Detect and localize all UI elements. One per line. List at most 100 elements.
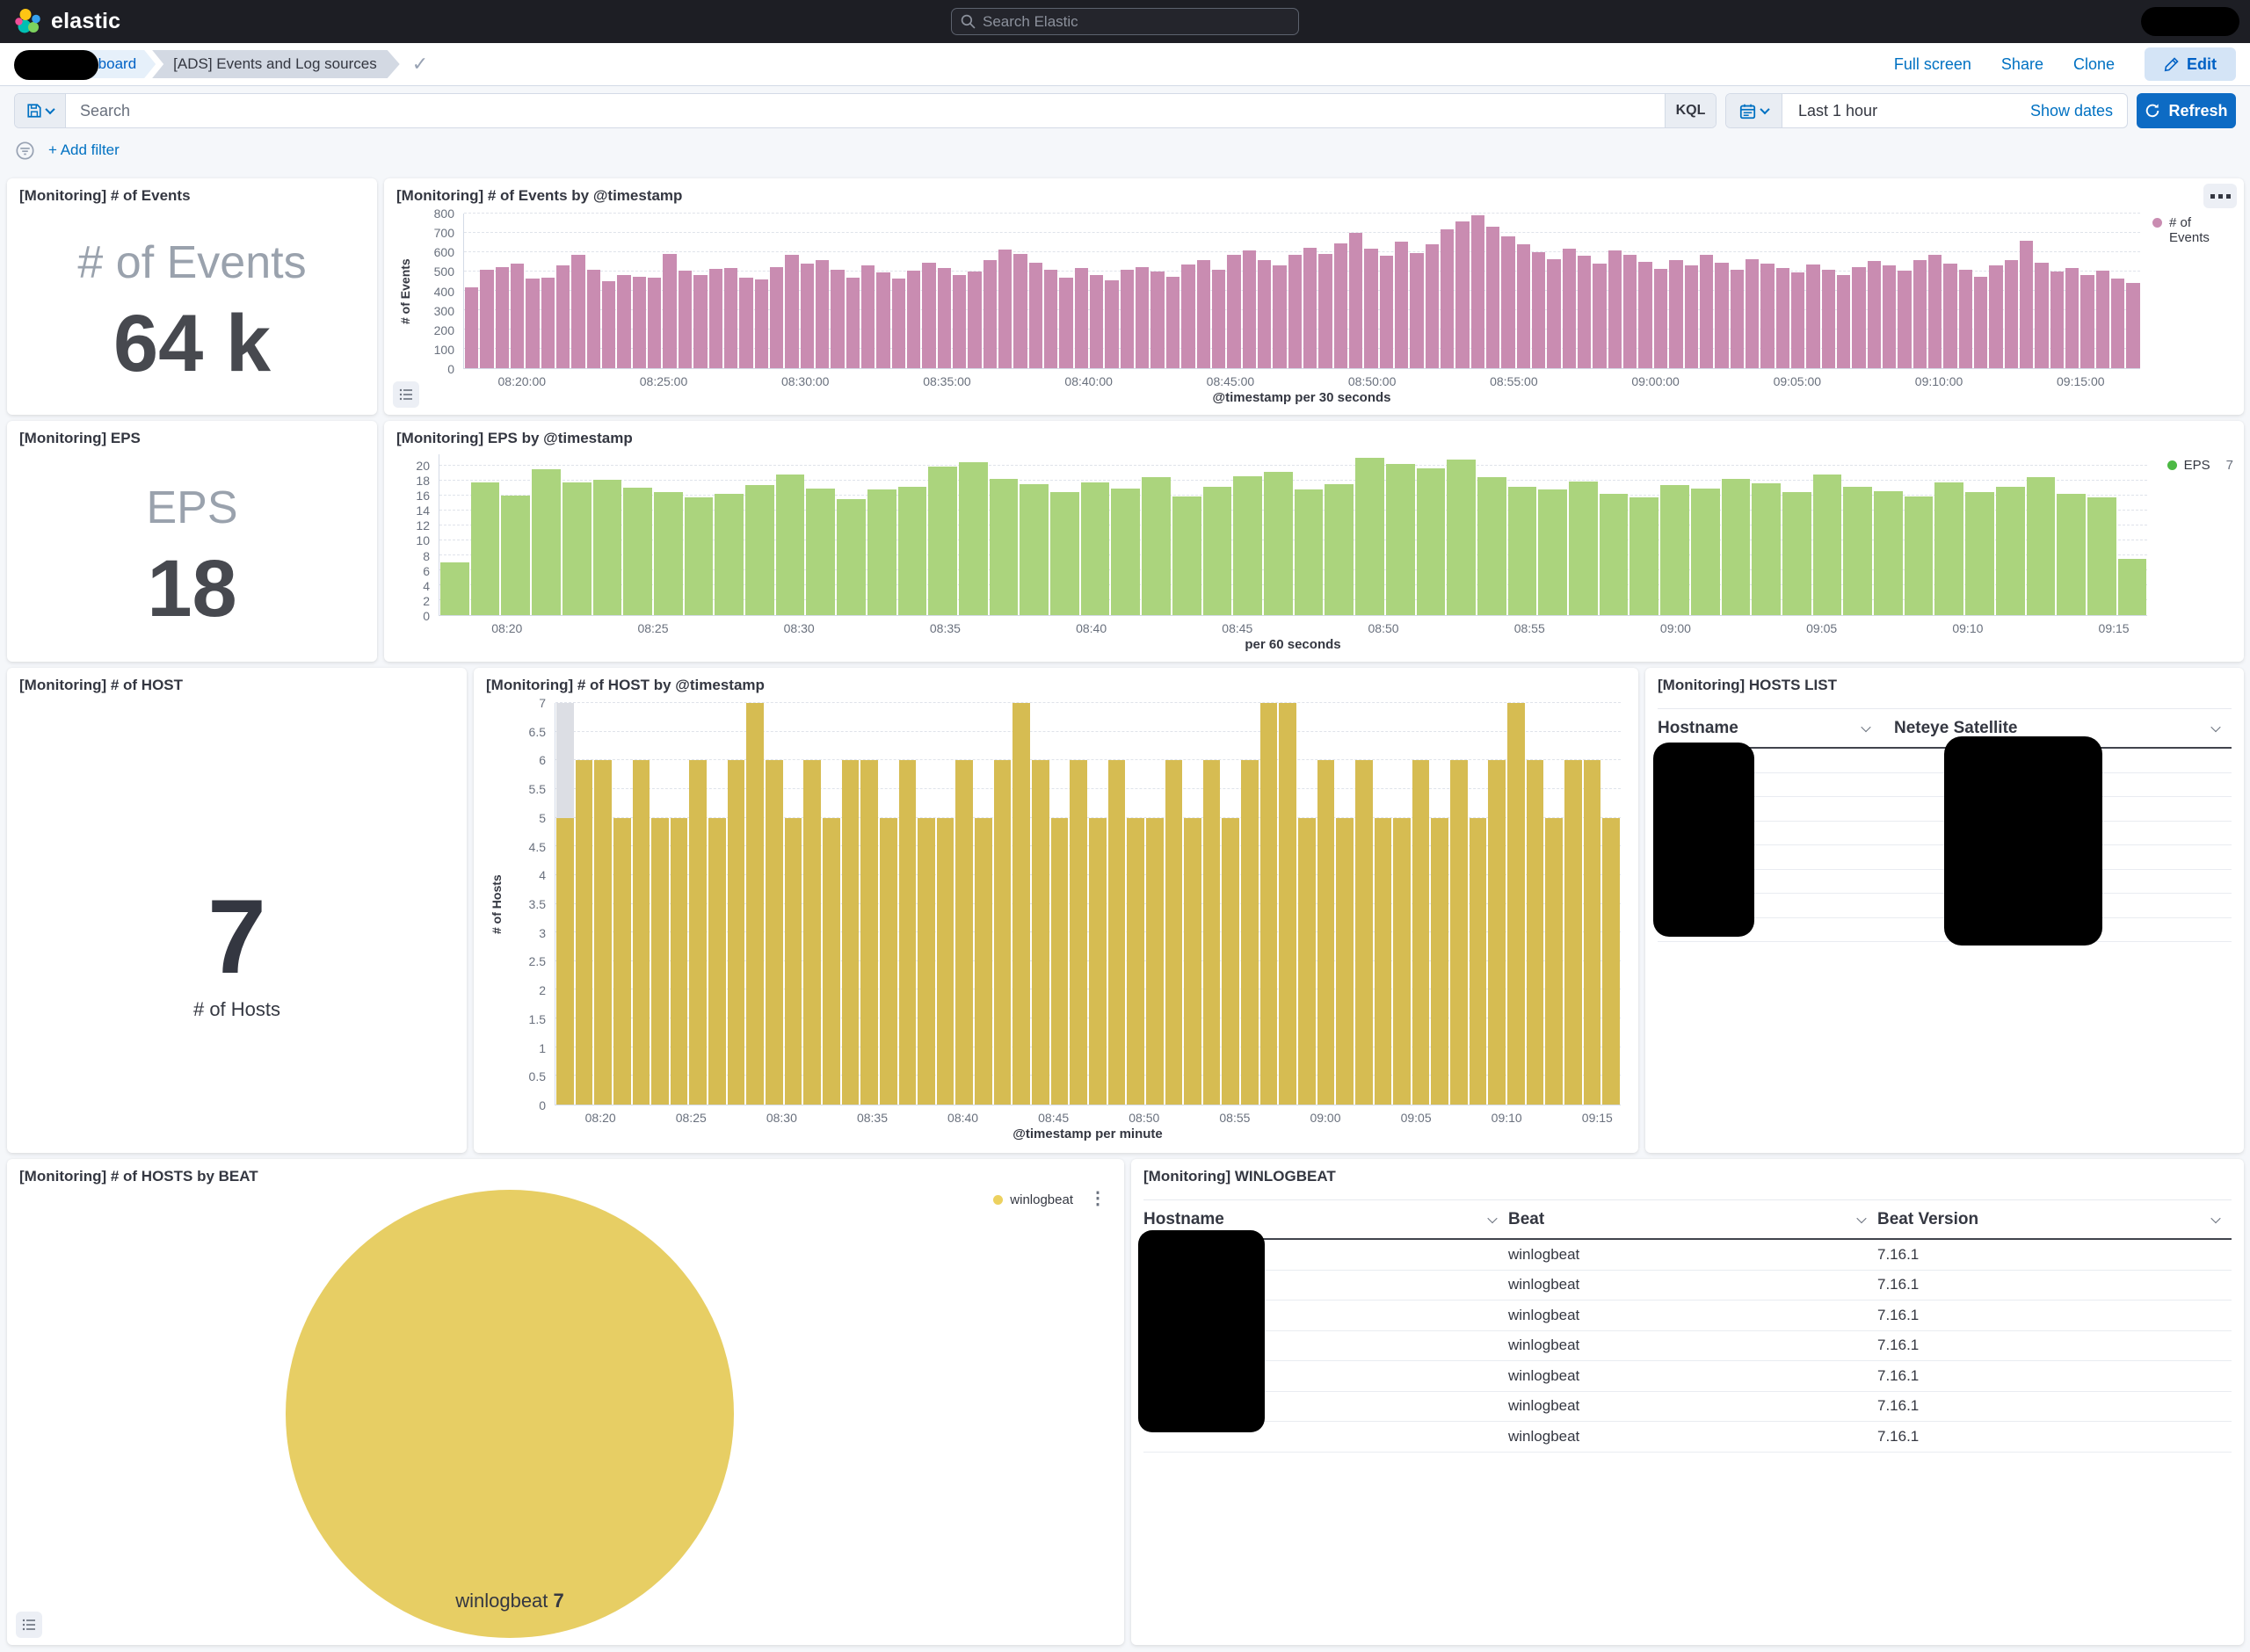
bar[interactable] xyxy=(693,275,708,368)
bar[interactable] xyxy=(739,277,753,368)
bar-chart-plot[interactable] xyxy=(555,702,1621,1105)
bar[interactable] xyxy=(1263,471,1293,615)
bar[interactable] xyxy=(1507,703,1525,1105)
bar[interactable] xyxy=(1934,482,1964,615)
bar[interactable] xyxy=(2035,263,2049,368)
bar[interactable] xyxy=(906,270,921,368)
bar[interactable] xyxy=(975,817,992,1105)
bar[interactable] xyxy=(775,474,805,615)
bar[interactable] xyxy=(653,491,683,615)
bar[interactable] xyxy=(684,496,714,615)
bar[interactable] xyxy=(1507,486,1537,615)
bar[interactable] xyxy=(1013,254,1027,368)
bar[interactable] xyxy=(440,562,469,615)
bar[interactable] xyxy=(1172,496,1201,615)
bar[interactable] xyxy=(1127,817,1144,1105)
bar[interactable] xyxy=(1222,817,1240,1105)
add-filter-button[interactable]: + Add filter xyxy=(48,141,120,158)
bar[interactable] xyxy=(1730,269,1744,368)
bar[interactable] xyxy=(592,479,622,615)
panel-title[interactable]: [Monitoring] EPS xyxy=(19,430,141,446)
panel-title[interactable]: [Monitoring] # of Events by @timestamp xyxy=(396,187,683,204)
bar[interactable] xyxy=(1843,486,1873,615)
bar[interactable] xyxy=(1050,817,1069,1105)
bar[interactable] xyxy=(1989,265,2003,368)
global-search-input[interactable]: Search Elastic xyxy=(951,8,1299,35)
bar[interactable] xyxy=(501,495,531,615)
bar[interactable] xyxy=(937,267,951,368)
bar[interactable] xyxy=(1050,492,1079,615)
bar[interactable] xyxy=(2057,494,2086,615)
bar[interactable] xyxy=(617,275,631,368)
bar[interactable] xyxy=(1165,276,1180,368)
bar[interactable] xyxy=(1242,250,1256,368)
bar[interactable] xyxy=(1593,264,1607,368)
bar[interactable] xyxy=(1623,255,1637,368)
bar[interactable] xyxy=(955,760,974,1105)
bar[interactable] xyxy=(1715,263,1729,368)
bar[interactable] xyxy=(594,760,612,1105)
bar[interactable] xyxy=(541,277,555,368)
bar[interactable] xyxy=(1564,760,1582,1105)
bar[interactable] xyxy=(993,760,1012,1105)
bar[interactable] xyxy=(1745,258,1760,368)
bar[interactable] xyxy=(1202,486,1232,615)
show-dates-button[interactable]: Show dates xyxy=(2029,101,2113,120)
query-search-input[interactable]: Search xyxy=(66,94,1665,127)
bar[interactable] xyxy=(727,760,745,1105)
legend-options-icon[interactable]: ⋮ xyxy=(1089,1189,1107,1208)
bar[interactable] xyxy=(526,278,540,368)
chart-legend[interactable]: winlogbeat ⋮ xyxy=(993,1189,1107,1208)
bar[interactable] xyxy=(1410,253,1424,368)
bar[interactable] xyxy=(1241,760,1259,1105)
bar[interactable] xyxy=(1279,703,1296,1105)
bar[interactable] xyxy=(556,265,570,368)
bar[interactable] xyxy=(846,277,860,368)
full-screen-button[interactable]: Full screen xyxy=(1893,54,1971,73)
bar[interactable] xyxy=(1447,459,1476,615)
bar[interactable] xyxy=(1165,760,1183,1105)
bar[interactable] xyxy=(1488,760,1506,1105)
bar[interactable] xyxy=(1379,256,1393,368)
bar[interactable] xyxy=(897,486,927,615)
bar[interactable] xyxy=(1904,496,1934,615)
bar[interactable] xyxy=(1303,247,1317,368)
bar[interactable] xyxy=(1790,272,1805,368)
bar[interactable] xyxy=(1455,221,1470,368)
column-header-beat-version[interactable]: Beat Version xyxy=(1877,1210,2232,1229)
bar[interactable] xyxy=(2080,275,2094,368)
bar[interactable] xyxy=(860,265,875,368)
bar[interactable] xyxy=(1080,482,1110,615)
bar[interactable] xyxy=(1958,269,1973,368)
bar[interactable] xyxy=(2095,270,2110,368)
bar[interactable] xyxy=(1336,817,1354,1105)
panel-title[interactable]: [Monitoring] # of HOST xyxy=(19,677,184,693)
bar[interactable] xyxy=(922,263,936,368)
bar[interactable] xyxy=(2004,259,2019,368)
bar[interactable] xyxy=(1965,491,1994,615)
bar[interactable] xyxy=(1044,269,1058,368)
bar[interactable] xyxy=(1469,817,1487,1105)
legend-toggle-icon[interactable] xyxy=(393,381,419,408)
bar[interactable] xyxy=(1602,817,1620,1105)
bar[interactable] xyxy=(1111,489,1141,615)
bar[interactable] xyxy=(1782,492,1811,615)
bar[interactable] xyxy=(1385,464,1415,615)
bar[interactable] xyxy=(1259,703,1278,1105)
panel-options-icon[interactable] xyxy=(2203,184,2237,208)
bar[interactable] xyxy=(1852,266,1866,368)
bar[interactable] xyxy=(1184,817,1201,1105)
bar[interactable] xyxy=(1569,481,1598,615)
bar[interactable] xyxy=(1638,262,1652,368)
bar[interactable] xyxy=(648,277,662,368)
bar[interactable] xyxy=(1669,259,1683,368)
bar[interactable] xyxy=(1233,475,1262,615)
refresh-button[interactable]: Refresh xyxy=(2137,93,2236,128)
bar[interactable] xyxy=(867,489,896,615)
filter-icon[interactable] xyxy=(16,141,34,160)
bar[interactable] xyxy=(936,817,954,1105)
bar[interactable] xyxy=(2026,477,2056,615)
bar[interactable] xyxy=(2087,496,2116,615)
bar[interactable] xyxy=(1364,248,1378,368)
edit-button[interactable]: Edit xyxy=(2145,47,2236,81)
